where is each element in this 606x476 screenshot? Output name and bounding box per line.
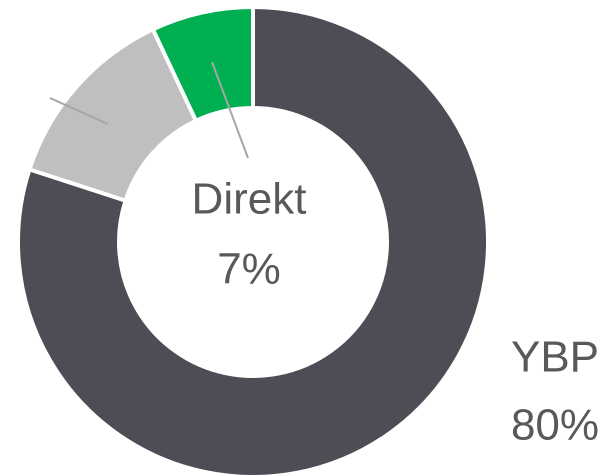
donut-segment <box>150 4 255 124</box>
value-label: 80% <box>511 401 599 450</box>
category-label: Direkt <box>192 175 307 224</box>
leader-line <box>49 97 109 125</box>
leader-line <box>211 61 249 159</box>
category-label: YBP <box>511 333 599 382</box>
value-label: 7% <box>217 245 281 294</box>
donut-segment <box>16 4 490 476</box>
